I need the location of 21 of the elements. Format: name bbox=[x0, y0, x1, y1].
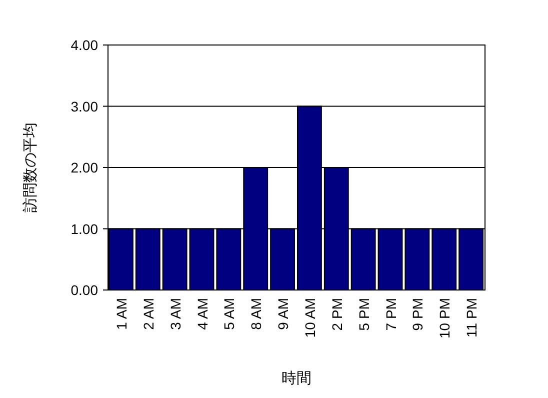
x-tick-label: 8 AM bbox=[248, 298, 264, 330]
x-tick-label: 1 AM bbox=[113, 298, 130, 330]
x-tick-label: 7 PM bbox=[382, 298, 399, 331]
x-tick-label: 10 AM bbox=[302, 298, 318, 338]
x-tick-label: 3 AM bbox=[167, 298, 184, 330]
x-tick-label: 9 PM bbox=[410, 298, 426, 331]
y-tick-label: 1.00 bbox=[70, 220, 98, 237]
x-tick-label: 9 AM bbox=[275, 298, 292, 330]
y-tick-label: 3.00 bbox=[70, 98, 98, 114]
x-tick-label: 5 PM bbox=[356, 298, 372, 331]
y-tick-label: 0.00 bbox=[70, 282, 98, 298]
x-tick-label: 4 AM bbox=[194, 298, 210, 330]
x-tick-label: 5 AM bbox=[221, 298, 238, 330]
y-axis-title: 訪問数の平均 bbox=[22, 122, 39, 212]
x-tick-label: 10 PM bbox=[436, 298, 453, 338]
y-tick-label: 4.00 bbox=[70, 37, 98, 53]
x-tick-label: 2 AM bbox=[140, 298, 156, 330]
x-axis-title: 時間 bbox=[282, 370, 312, 387]
x-tick-label: 2 PM bbox=[328, 298, 345, 331]
x-tick-label: 11 PM bbox=[464, 298, 480, 338]
y-tick-label: 2.00 bbox=[70, 160, 98, 176]
